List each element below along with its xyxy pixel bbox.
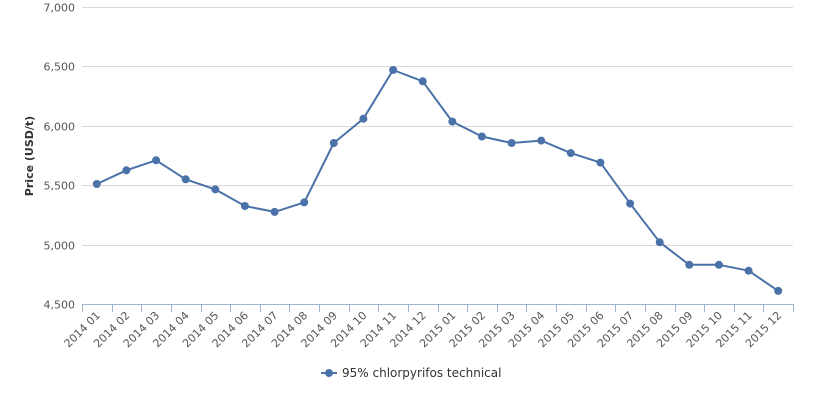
data-point — [122, 166, 131, 175]
gridlines — [82, 7, 793, 305]
legend-label: 95% chlorpyrifos technical — [342, 366, 501, 380]
data-point — [774, 286, 783, 295]
data-point — [596, 158, 605, 167]
data-point — [507, 139, 516, 147]
y-axis-label: Price (USD/t) — [23, 116, 36, 196]
data-point — [477, 132, 486, 141]
data-point — [211, 185, 220, 194]
y-tick-label: 6,000 — [44, 121, 76, 134]
data-point — [389, 66, 398, 74]
data-point — [537, 136, 546, 145]
data-point — [270, 207, 279, 216]
data-point — [566, 149, 575, 158]
series-group — [92, 66, 783, 295]
legend-point-marker — [325, 369, 333, 377]
y-tick-label: 5,500 — [44, 180, 76, 193]
data-point — [448, 117, 457, 126]
data-point — [655, 238, 664, 247]
data-point — [626, 199, 635, 208]
data-point — [714, 260, 723, 269]
x-axis — [82, 304, 794, 312]
series-line — [96, 69, 779, 292]
y-tick-label: 4,500 — [44, 299, 76, 312]
y-axis-ticks: 4,500 5,000 5,500 6,000 6,500 7,000 — [44, 2, 76, 312]
data-point — [300, 198, 309, 207]
y-tick-label: 5,000 — [44, 240, 76, 253]
data-point — [359, 114, 368, 123]
y-tick-label: 7,000 — [44, 2, 76, 15]
data-point — [744, 266, 753, 275]
data-point — [181, 175, 190, 184]
data-point — [685, 260, 694, 269]
data-point — [240, 202, 249, 210]
data-point — [152, 156, 161, 165]
data-point — [329, 139, 338, 147]
data-point — [92, 180, 101, 188]
legend[interactable]: 95% chlorpyrifos technical — [321, 366, 501, 380]
y-tick-label: 6,500 — [44, 61, 76, 74]
data-point — [418, 77, 427, 86]
